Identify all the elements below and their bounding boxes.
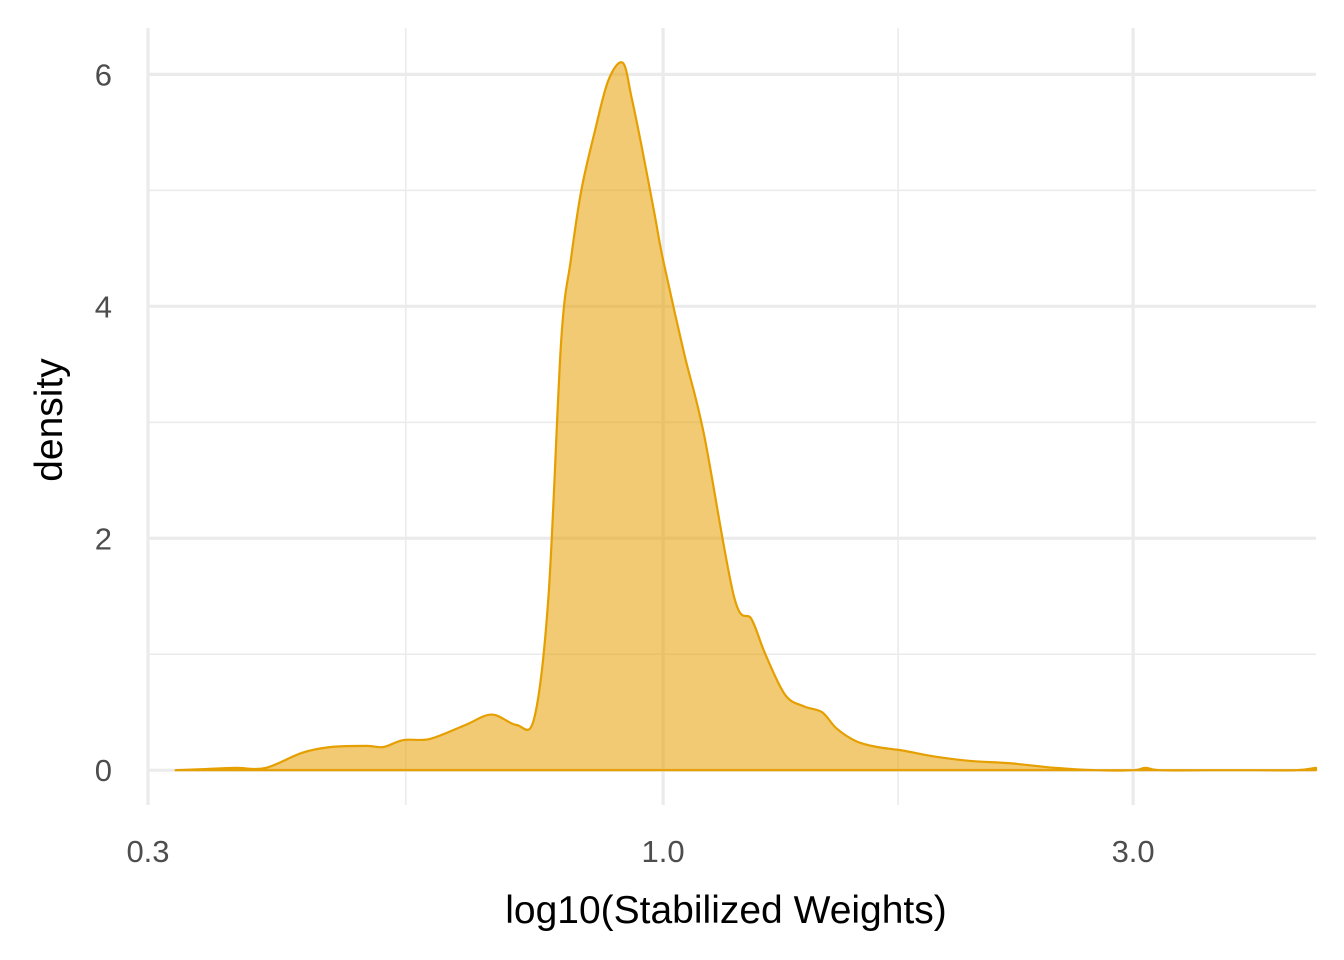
density-outline xyxy=(174,61,1318,772)
y-axis-title: density xyxy=(28,358,71,482)
density-series xyxy=(174,61,1318,772)
y-axis-tick-labels: 0 2 4 6 xyxy=(95,57,112,788)
y-tick-label: 0 xyxy=(95,753,112,788)
density-area xyxy=(175,62,1317,771)
y-tick-label: 4 xyxy=(95,289,112,324)
y-tick-label: 6 xyxy=(95,57,112,92)
x-tick-label: 3.0 xyxy=(1112,834,1155,869)
y-tick-label: 2 xyxy=(95,521,112,556)
x-axis-title: log10(Stabilized Weights) xyxy=(505,889,947,932)
x-tick-label: 0.3 xyxy=(126,834,169,869)
x-axis-tick-labels: 0.3 1.0 3.0 xyxy=(126,834,1154,869)
x-tick-label: 1.0 xyxy=(642,834,685,869)
